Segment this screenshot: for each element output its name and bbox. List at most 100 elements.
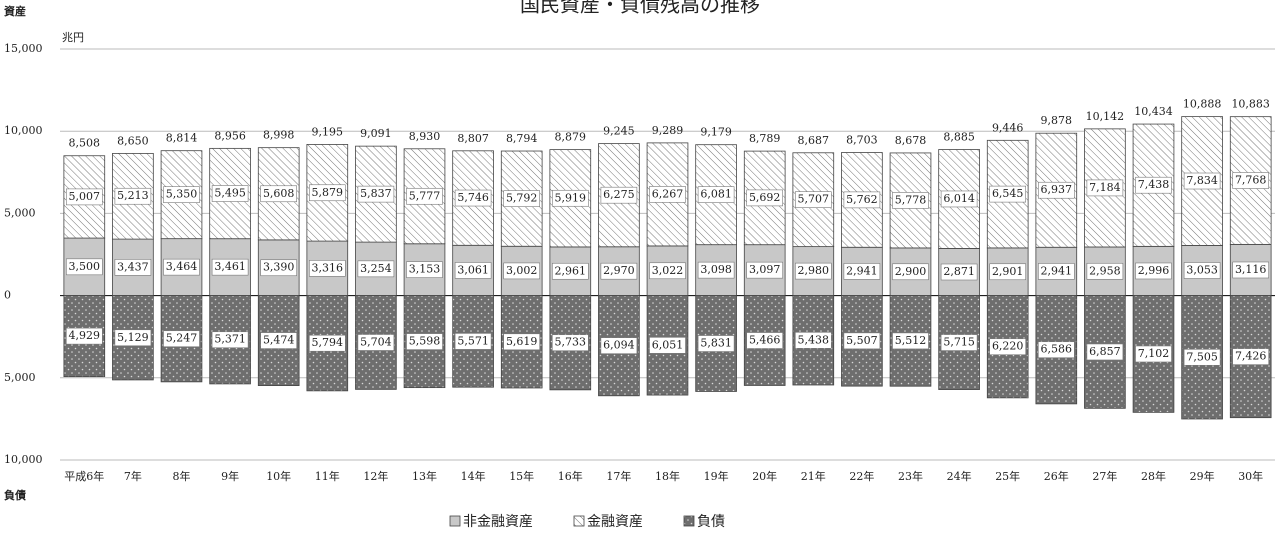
- data-label-box: [1038, 263, 1075, 280]
- data-label: 3,098: [700, 263, 732, 276]
- x-tick-label: 13年: [412, 469, 437, 483]
- data-label-box: [989, 263, 1027, 281]
- total-label: 8,687: [798, 134, 830, 147]
- data-label-box: [551, 262, 589, 280]
- data-label: 2,900: [895, 265, 927, 278]
- x-tick-label: 16年: [558, 469, 583, 483]
- total-label: 9,091: [360, 127, 392, 140]
- data-label: 3,464: [166, 260, 198, 273]
- legend-label: 負債: [697, 514, 725, 530]
- data-label: 5,598: [409, 335, 441, 348]
- data-label: 7,505: [1186, 350, 1218, 363]
- data-label: 7,834: [1186, 174, 1218, 187]
- x-tick-label: 30年: [1238, 469, 1263, 483]
- data-label-box: [989, 185, 1027, 203]
- data-label: 5,495: [214, 187, 246, 200]
- data-label-box: [308, 334, 346, 352]
- total-label: 8,789: [749, 132, 781, 145]
- data-label-box: [260, 332, 298, 349]
- data-label: 6,051: [652, 338, 684, 351]
- data-label-box: [843, 332, 881, 350]
- data-label-box: [697, 186, 735, 203]
- data-label: 3,116: [1235, 263, 1267, 276]
- data-label: 7,102: [1138, 347, 1170, 360]
- data-label: 6,094: [603, 339, 635, 352]
- data-label-box: [163, 330, 200, 348]
- data-label-box: [406, 261, 443, 278]
- legend-label: 金融資産: [587, 514, 643, 530]
- data-label: 5,707: [798, 193, 830, 206]
- x-tick-label: 15年: [509, 469, 534, 483]
- x-tick-label: 19年: [704, 469, 729, 483]
- data-label: 2,871: [943, 265, 975, 278]
- data-label-box: [843, 263, 881, 280]
- data-label: 3,061: [457, 263, 489, 276]
- x-tick-label: 24年: [947, 469, 972, 483]
- data-label-box: [114, 259, 152, 276]
- data-label: 3,316: [312, 261, 344, 274]
- legend-label: 非金融資産: [463, 514, 533, 530]
- data-label: 3,390: [263, 261, 295, 274]
- legend-swatch: [573, 515, 585, 527]
- data-label-box: [66, 327, 103, 345]
- data-label-box: [114, 187, 152, 205]
- data-label: 6,267: [652, 187, 684, 200]
- total-label: 9,245: [603, 125, 635, 138]
- data-label: 5,438: [798, 333, 830, 346]
- data-label: 3,254: [360, 262, 392, 275]
- data-label: 6,545: [992, 187, 1024, 200]
- x-tick-label: 18年: [655, 469, 680, 483]
- data-label: 5,371: [214, 333, 246, 346]
- y-tick-label: 15,000: [4, 42, 43, 55]
- data-label: 5,350: [166, 188, 198, 201]
- data-label-box: [1086, 262, 1124, 280]
- data-label-box: [746, 189, 784, 207]
- chart-title: 国民資産・負債残高の推移: [520, 0, 760, 17]
- data-label-box: [406, 333, 443, 350]
- data-label: 5,007: [69, 190, 101, 203]
- data-label: 5,466: [749, 334, 781, 347]
- unit-label: 兆円: [62, 31, 84, 44]
- total-label: 8,956: [214, 129, 246, 142]
- total-label: 8,678: [895, 134, 927, 147]
- total-label: 8,998: [263, 129, 295, 142]
- data-label: 5,619: [506, 335, 538, 348]
- data-label-box: [1232, 348, 1269, 365]
- data-label-box: [114, 329, 152, 347]
- data-label-box: [357, 185, 395, 203]
- data-label-box: [1086, 179, 1124, 197]
- data-label-box: [308, 184, 346, 202]
- data-label: 7,426: [1235, 350, 1267, 363]
- data-label-box: [1183, 262, 1221, 279]
- data-label: 2,958: [1089, 264, 1121, 277]
- data-label: 5,247: [166, 332, 198, 345]
- data-label: 6,081: [700, 188, 732, 201]
- data-label-box: [357, 334, 395, 351]
- data-label-box: [1038, 181, 1075, 199]
- data-label-box: [163, 258, 200, 276]
- data-label: 5,879: [312, 186, 344, 199]
- data-label: 5,129: [117, 331, 149, 344]
- data-label: 2,941: [846, 264, 878, 277]
- total-label: 10,883: [1231, 98, 1270, 111]
- liability-label: 負債: [4, 488, 26, 502]
- total-label: 8,703: [846, 134, 878, 147]
- data-label: 5,778: [895, 193, 927, 206]
- data-label-box: [649, 337, 686, 354]
- total-label: 8,508: [69, 137, 101, 150]
- data-label: 5,831: [700, 337, 732, 350]
- data-label: 5,792: [506, 192, 538, 205]
- data-label: 5,692: [749, 191, 781, 204]
- total-label: 10,888: [1183, 98, 1222, 111]
- data-label: 6,220: [992, 340, 1024, 353]
- x-tick-label: 23年: [898, 469, 923, 483]
- data-label-box: [163, 186, 200, 203]
- data-label-box: [794, 332, 832, 349]
- data-label: 6,937: [1041, 183, 1073, 196]
- legend-swatch: [683, 515, 695, 527]
- data-label-box: [1086, 343, 1124, 361]
- data-label-box: [697, 335, 735, 352]
- total-label: 8,814: [166, 132, 198, 145]
- data-label: 5,777: [409, 189, 441, 202]
